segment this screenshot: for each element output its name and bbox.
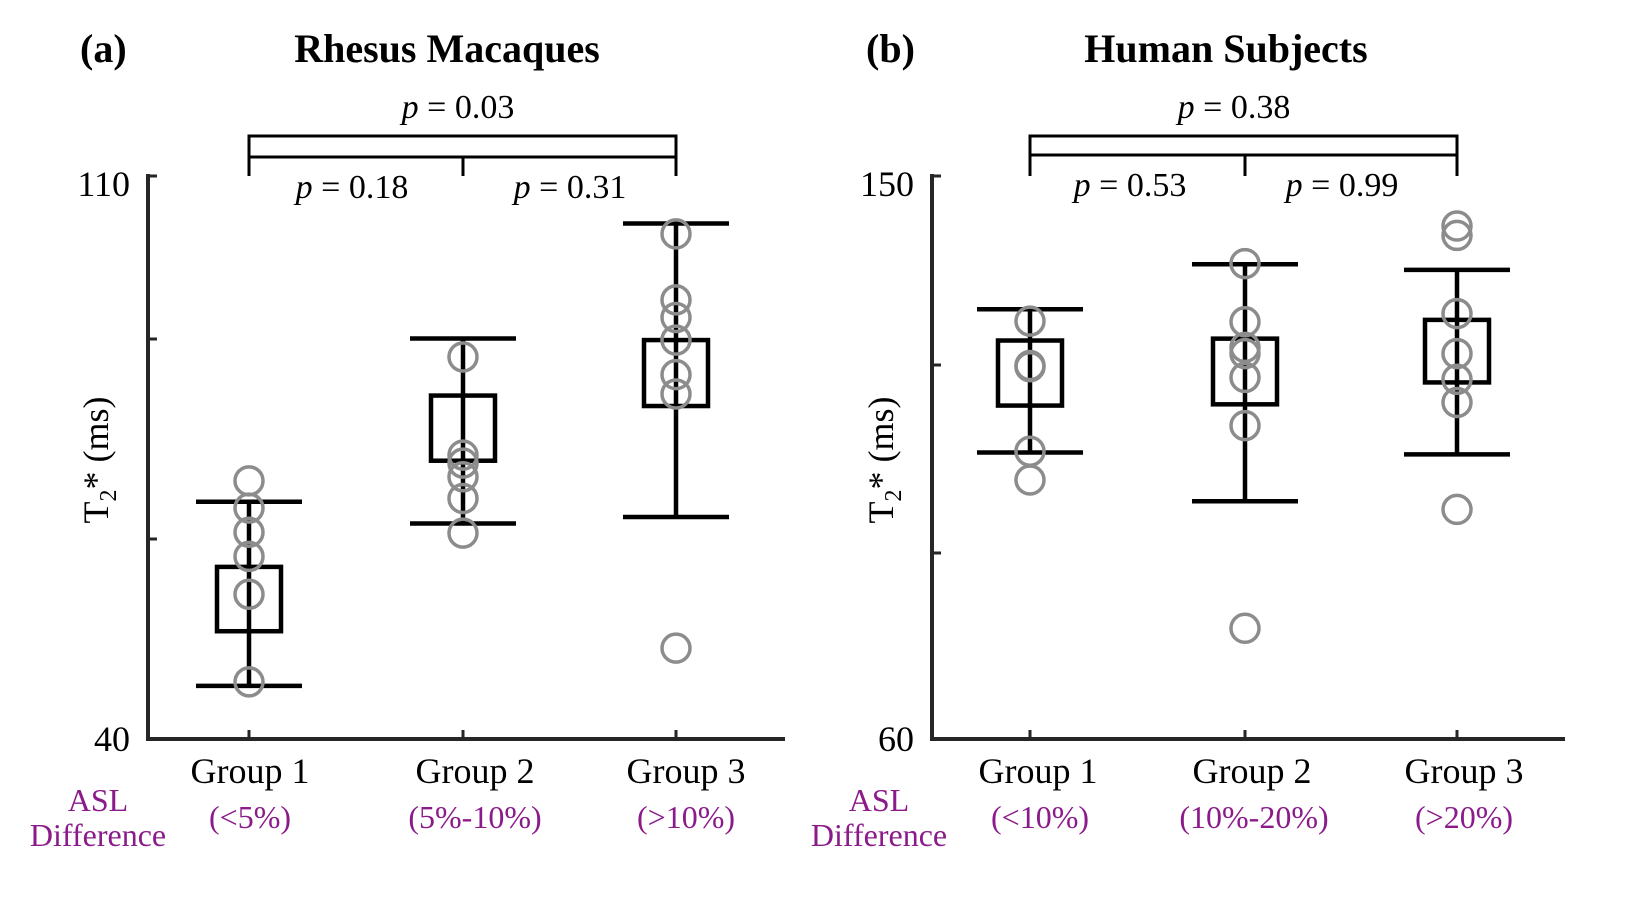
panel-a-group-2-point-4: [447, 447, 479, 479]
panel-a-title: Rhesus Macaques: [294, 26, 600, 71]
panel-b-group-1-point-5: [1014, 305, 1046, 337]
panel-b-category-2: Group 2: [1193, 751, 1312, 791]
panel-b-asl-range-1: (<10%): [991, 799, 1089, 835]
panel-b-group-2-point-2: [1229, 409, 1261, 442]
panel-a-p-overall: p = 0.03: [400, 89, 515, 126]
panel-a-group-1-box: [214, 564, 284, 634]
panel-b-group-3-point-5: [1441, 297, 1473, 330]
panel-a-category-1: Group 1: [191, 751, 310, 791]
panel-a-group-2-point-1: [447, 517, 479, 549]
panel-a-group-3-point-4: [660, 324, 692, 356]
panel-b-group-2-point-6: [1229, 306, 1261, 338]
panel-b-asl-label-line1: ASL: [849, 782, 909, 818]
panel-b-group-3-point-1: [1441, 493, 1473, 526]
panel-b-category-3: Group 3: [1405, 751, 1524, 791]
panel-a-group-3-box: [641, 337, 711, 409]
panel-a-group-3-point-6: [660, 284, 692, 316]
panel-a-group-3-point-1: [660, 632, 692, 664]
panel-a-group-2-point-3: [447, 461, 479, 493]
panel-b-label: (b): [866, 26, 915, 71]
panel-a-group-3-point-5: [660, 301, 692, 334]
panel-b-group-3-point-3: [1441, 363, 1473, 396]
panel-b-category-1: Group 1: [979, 751, 1098, 791]
panel-b-group-2-point-7: [1229, 247, 1261, 280]
panel-a-group-3-point-2: [660, 378, 692, 410]
panel-b-asl-label-line2: Difference: [811, 817, 947, 853]
panel-a-group-2-point-6: [447, 341, 479, 373]
panel-a-group-3-point-7: [660, 218, 692, 250]
panel-b-group-1-point-4: [1014, 349, 1046, 382]
panel-b-group-3-point-7: [1441, 210, 1473, 242]
panel-b-group-3-point-2: [1441, 386, 1473, 419]
panel-a-asl-range-2: (5%-10%): [408, 799, 541, 835]
panel-b-ytick-bottom: 60: [878, 719, 914, 759]
panel-a-asl-range-1: (<5%): [209, 799, 291, 835]
panel-a-group-2-point-5: [447, 439, 479, 471]
panel-a-group-1-point-4: [233, 516, 265, 549]
panel-a-asl-label-line1: ASL: [68, 782, 128, 818]
panel-b-group-1-point-2: [1014, 435, 1046, 467]
panel-b-p-12: p = 0.53: [1072, 167, 1187, 204]
panel-a-group-1-point-3: [233, 540, 265, 573]
panel-b-asl-range-3: (>20%): [1415, 799, 1513, 835]
panel-a-p-23: p = 0.31: [512, 169, 627, 206]
panel-a-asl-label-line2: Difference: [30, 817, 166, 853]
panel-b-group-3-box: [1422, 317, 1492, 385]
panel-a-group-2-box: [428, 393, 498, 463]
panel-a-group-1-point-2: [233, 578, 265, 610]
panel-b-p-overall: p = 0.38: [1176, 89, 1291, 126]
panel-b-group-2-point-1: [1229, 612, 1261, 645]
panel-a-ylabel: T2* (ms): [76, 397, 122, 524]
panel-a-p-12: p = 0.18: [294, 169, 409, 206]
panel-b-title: Human Subjects: [1084, 26, 1367, 71]
panel-a-ytick-bottom: 40: [94, 719, 130, 759]
panel-b-group-1-point-1: [1014, 464, 1046, 496]
panel-b-group-3-point-4: [1441, 337, 1473, 370]
panel-b-ylabel: T2* (ms): [861, 397, 907, 524]
panel-a-group-2-point-2: [447, 482, 479, 515]
panel-b-group-1-box: [995, 338, 1065, 408]
panel-b-ytick-top: 150: [860, 164, 914, 204]
panel-a-category-3: Group 3: [627, 751, 746, 791]
panel-b-group-2-point-3: [1229, 361, 1261, 394]
panel-b-group-2-point-5: [1229, 331, 1261, 364]
panel-a-group-1-point-6: [233, 465, 265, 497]
panel-a-ytick-top: 110: [77, 164, 130, 204]
panel-b-p-23: p = 0.99: [1284, 167, 1399, 204]
panel-a-group-3-point-3: [660, 358, 692, 391]
panel-a-category-2: Group 2: [416, 751, 535, 791]
panel-a-group-1-point-1: [233, 666, 265, 698]
panel-a-asl-range-3: (>10%): [637, 799, 735, 835]
panel-b-group-3-point-6: [1441, 219, 1473, 252]
panel-a-label: (a): [80, 26, 127, 71]
panel-b-asl-range-2: (10%-20%): [1179, 799, 1328, 835]
